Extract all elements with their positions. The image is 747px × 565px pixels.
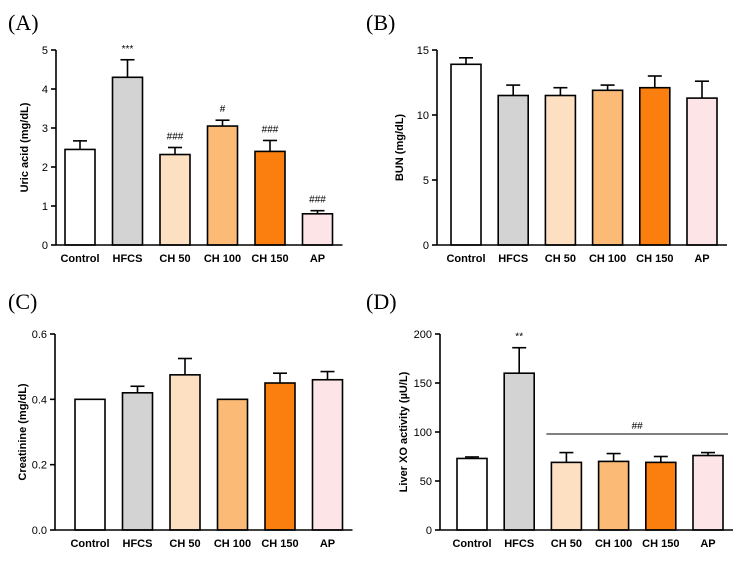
panel-label: (C) xyxy=(8,289,37,314)
x-tick-label: CH 150 xyxy=(261,538,298,550)
x-tick-label: CH 100 xyxy=(595,538,632,550)
panel-label: (B) xyxy=(366,10,395,35)
panel-a: (A) Uric acid (mg/dL) Control *** HFCS ### CH … xyxy=(8,10,343,265)
x-tick-label: Control xyxy=(446,253,485,265)
x-tick-label: CH 100 xyxy=(214,538,251,550)
y-axis-label: Liver XO activity (µU/L) xyxy=(398,371,410,492)
x-tick-label: CH 150 xyxy=(251,253,288,265)
bar-ch-150 xyxy=(264,382,296,531)
panel-label: (D) xyxy=(366,289,397,314)
y-tick-label: 0 xyxy=(426,525,432,537)
y-tick-label: 0 xyxy=(423,240,429,252)
y-tick-label: 0 xyxy=(42,240,48,252)
x-tick-label: CH 50 xyxy=(159,253,190,265)
x-tick-label: CH 50 xyxy=(545,253,576,265)
x-tick-label: CH 100 xyxy=(204,253,241,265)
y-tick-label: 2 xyxy=(42,162,48,174)
y-tick-label: 100 xyxy=(414,427,432,439)
bar-ap xyxy=(301,213,334,246)
panel-c: (C) Creatinine (mg/dL) Control HFCS CH 50 CH … xyxy=(8,289,353,550)
bar-ch-50 xyxy=(159,153,191,246)
bar-hfcs xyxy=(121,391,154,531)
significance-mark: ### xyxy=(309,195,326,206)
y-tick-label: 5 xyxy=(423,175,429,187)
bar-hfcs xyxy=(497,94,530,246)
y-axis-label: BUN (mg/dL) xyxy=(394,114,406,182)
y-tick-label: 10 xyxy=(417,110,429,122)
panel-d: (D) Liver XO activity (µU/L) Control ** HFCS… xyxy=(366,289,733,550)
x-tick-label: Control xyxy=(452,538,491,550)
x-tick-label: HFCS xyxy=(123,538,153,550)
group-significance-mark: ## xyxy=(632,421,644,432)
bar-control xyxy=(456,457,488,531)
bar-ch-50 xyxy=(169,374,201,531)
bar-ch-100 xyxy=(591,89,624,246)
x-tick-label: Control xyxy=(70,538,109,550)
bar-ch-50 xyxy=(544,94,577,246)
significance-mark: ### xyxy=(262,124,279,135)
bar-ap xyxy=(692,454,724,531)
y-tick-label: 5 xyxy=(42,45,48,57)
bar-hfcs xyxy=(111,76,144,246)
x-tick-label: CH 150 xyxy=(636,253,673,265)
x-tick-label: AP xyxy=(310,253,325,265)
bar-ap xyxy=(686,97,718,246)
x-tick-label: HFCS xyxy=(498,253,528,265)
x-tick-label: AP xyxy=(320,538,335,550)
significance-mark: ** xyxy=(515,332,523,343)
bar-ch-150 xyxy=(254,150,286,246)
bar-ch-50 xyxy=(550,461,583,531)
x-tick-label: AP xyxy=(694,253,709,265)
y-tick-label: 0.2 xyxy=(32,460,47,472)
x-tick-label: AP xyxy=(700,538,715,550)
x-tick-label: HFCS xyxy=(504,538,534,550)
y-tick-label: 0.6 xyxy=(32,329,47,341)
x-tick-label: CH 50 xyxy=(169,538,200,550)
panel-b: (B) BUN (mg/dL) Control HFCS CH 50 CH 100 CH 1… xyxy=(366,10,727,265)
bar-ch-100 xyxy=(206,125,239,246)
x-tick-label: Control xyxy=(60,253,99,265)
y-tick-label: 15 xyxy=(417,45,429,57)
x-tick-label: CH 50 xyxy=(551,538,582,550)
x-tick-label: CH 100 xyxy=(589,253,626,265)
y-tick-label: 0.4 xyxy=(32,394,47,406)
y-axis-label: Uric acid (mg/dL) xyxy=(19,102,31,192)
bar-control xyxy=(64,148,96,246)
x-tick-label: CH 150 xyxy=(642,538,679,550)
bar-ch-150 xyxy=(644,461,677,531)
significance-mark: *** xyxy=(122,44,134,55)
panel-label: (A) xyxy=(8,10,39,35)
y-tick-label: 50 xyxy=(420,476,432,488)
y-axis-label: Creatinine (mg/dL) xyxy=(17,383,29,481)
significance-mark: # xyxy=(220,104,226,115)
bar-ch-150 xyxy=(638,86,671,246)
significance-mark: ### xyxy=(167,132,184,143)
bar-hfcs xyxy=(503,372,536,531)
y-tick-label: 0.0 xyxy=(32,525,47,537)
y-tick-label: 4 xyxy=(42,84,48,96)
x-tick-label: HFCS xyxy=(113,253,143,265)
bar-ch-100 xyxy=(597,460,630,531)
bar-control xyxy=(450,63,482,246)
bar-ch-100 xyxy=(216,398,249,531)
y-tick-label: 200 xyxy=(414,329,432,341)
bar-control xyxy=(74,398,106,531)
y-tick-label: 3 xyxy=(42,123,48,135)
y-tick-label: 1 xyxy=(42,201,48,213)
y-tick-label: 150 xyxy=(414,378,432,390)
bar-ap xyxy=(311,378,344,531)
